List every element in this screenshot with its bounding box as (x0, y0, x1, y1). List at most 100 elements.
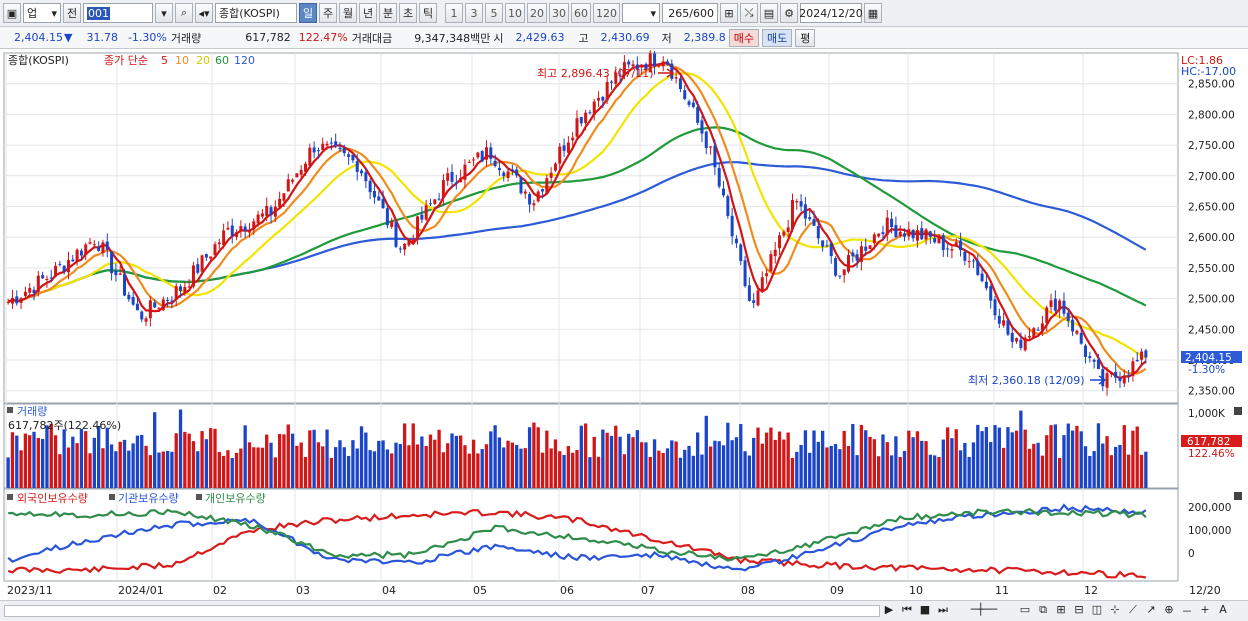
grid-settings-icon[interactable]: ⊞ (720, 3, 738, 23)
high-annotation: 최고 2,896.43 (07/11) (537, 67, 654, 80)
extend-icon[interactable]: ↗ (1146, 603, 1156, 616)
volume-bar (920, 440, 924, 488)
screen-menu-icon[interactable]: ▣ (3, 3, 21, 23)
volume-bar (75, 443, 79, 488)
tab-day[interactable]: 일 (299, 3, 317, 23)
layout-icon[interactable]: ▭ (1019, 603, 1031, 616)
holdings-y-tick-200k: 200,000 (1188, 502, 1231, 514)
prev-button[interactable]: 전 (63, 3, 81, 23)
candle-body (790, 200, 794, 230)
tab-year[interactable]: 년 (359, 3, 377, 23)
tab-tick[interactable]: 틱 (419, 3, 437, 23)
candle-body (92, 244, 96, 246)
interval-3[interactable]: 3 (465, 3, 483, 23)
volume-close-icon[interactable] (1234, 407, 1242, 415)
volume-bar (592, 436, 596, 488)
interval-1[interactable]: 1 (445, 3, 463, 23)
volume-bar (226, 450, 230, 488)
ma5-label: 5 (161, 54, 168, 67)
rewind-icon[interactable]: ⏮ (902, 603, 912, 616)
volume-bar (402, 423, 407, 488)
interval-120[interactable]: 120 (593, 3, 620, 23)
grid-icon[interactable]: ⊞ (1056, 603, 1066, 616)
play-icon[interactable]: ▶ (884, 603, 894, 616)
line-tool-icon[interactable]: ⟋ (1129, 603, 1137, 616)
crosshair-icon[interactable]: ⊹ (1110, 603, 1120, 616)
candle-body (1109, 373, 1113, 375)
stop-icon[interactable]: ■ (919, 603, 931, 616)
holdings-close-icon[interactable] (1234, 492, 1242, 500)
volume-bar (299, 442, 303, 488)
gear-icon[interactable]: ⚙ (780, 3, 798, 23)
zoom-slider-icon[interactable]: ─┼── (970, 603, 998, 616)
candle-body (1071, 319, 1075, 332)
volume-bar (161, 451, 165, 488)
candle-body (174, 286, 178, 300)
speaker-icon[interactable]: ◂▾ (195, 3, 213, 23)
buy-button[interactable]: 매수 (728, 28, 760, 47)
date-field[interactable]: 2024/12/20 (799, 3, 863, 23)
count-field[interactable]: 265/600 (662, 3, 718, 23)
candle-body (769, 254, 773, 272)
tab-month[interactable]: 월 (339, 3, 357, 23)
chart-type-icon[interactable]: ◫ (1091, 603, 1103, 616)
candle-body (1140, 351, 1144, 360)
candle-body (1135, 359, 1139, 362)
interval-10[interactable]: 10 (505, 3, 525, 23)
volume-bar (433, 439, 437, 488)
interval-5[interactable]: 5 (485, 3, 503, 23)
tile-icon[interactable]: ⊟ (1074, 603, 1084, 616)
holdings-panel-icon[interactable] (7, 494, 13, 500)
search-icon[interactable]: ⌕ (175, 3, 193, 23)
volume-bar (764, 432, 769, 488)
zoom-out-icon[interactable]: － (1181, 605, 1193, 618)
volume-bar (1053, 424, 1058, 488)
low-label: 저 (661, 31, 672, 45)
volume-bar (665, 448, 670, 488)
horizontal-scrollbar[interactable] (4, 605, 880, 617)
candle-body (170, 300, 174, 302)
eval-button[interactable]: 평 (795, 28, 816, 47)
volume-bar (92, 437, 96, 488)
tab-week[interactable]: 주 (319, 3, 337, 23)
sell-button[interactable]: 매도 (762, 28, 793, 47)
chart-area[interactable]: 2,850.00 2,800.00 2,750.00 2,700.00 2,650.00… (0, 50, 1248, 600)
candle-body (1127, 374, 1131, 376)
volume-bar (618, 436, 622, 488)
interval-dropdown[interactable]: ▾ (622, 3, 660, 23)
plus-icon[interactable]: + (1200, 603, 1210, 616)
code-dropdown-icon[interactable]: ▾ (155, 3, 173, 23)
code-input[interactable]: 001 (83, 3, 153, 23)
candle-body (351, 154, 355, 161)
candle-body (665, 61, 669, 65)
tab-minute[interactable]: 분 (379, 3, 397, 23)
candle-body (657, 65, 661, 67)
volume-bar (312, 429, 316, 488)
fast-forward-icon[interactable]: ⏭ (938, 603, 948, 616)
draw-tool-icon[interactable]: ⤯ (740, 3, 758, 23)
tab-second[interactable]: 초 (399, 3, 417, 23)
ma120-label: 120 (234, 54, 255, 67)
volume-panel-icon[interactable] (7, 407, 13, 413)
volume-bar (795, 451, 799, 488)
zoom-in-icon[interactable]: ⊕ (1164, 603, 1174, 616)
legend-individual-icon (196, 494, 202, 500)
candle-body (575, 118, 579, 137)
candle-body (640, 66, 644, 68)
legend-institution: 기관보유수량 (118, 492, 179, 505)
volume-bar (1088, 455, 1092, 488)
candle-body (148, 300, 152, 319)
candle-body (976, 260, 980, 275)
calendar-icon[interactable]: ▦ (864, 3, 882, 23)
volume-bar (260, 447, 265, 488)
market-select[interactable]: 업 ▾ (23, 3, 61, 23)
volume-bar (838, 449, 842, 488)
interval-30[interactable]: 30 (549, 3, 569, 23)
candle-body (1058, 300, 1062, 310)
interval-60[interactable]: 60 (571, 3, 591, 23)
copy-icon[interactable]: ⧉ (1039, 603, 1047, 616)
interval-20[interactable]: 20 (527, 3, 547, 23)
candle-body (670, 63, 674, 79)
font-icon[interactable]: A (1219, 603, 1227, 616)
save-icon[interactable]: ▤ (760, 3, 778, 23)
